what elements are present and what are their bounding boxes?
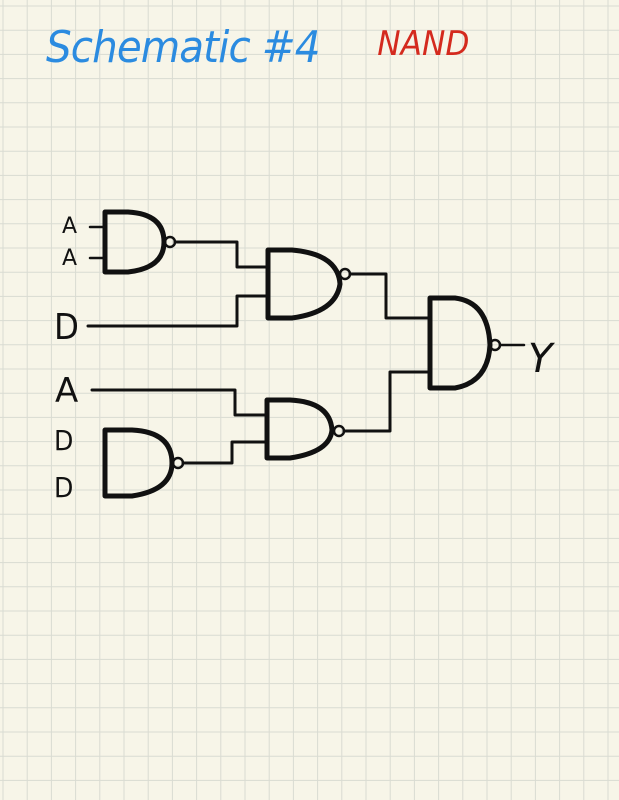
gate-type-label: NAND	[377, 24, 469, 64]
input-label-a2: A	[62, 246, 77, 271]
input-label-d2: D	[54, 425, 73, 458]
page-title: Schematic #4	[46, 21, 320, 72]
nand-gate-2	[265, 247, 352, 321]
input-label-a1: A	[62, 214, 77, 239]
input-label-d1: D	[54, 306, 79, 348]
nand-gate-4	[264, 397, 346, 461]
input-label-d3: D	[54, 472, 73, 505]
nand-gate-3	[102, 427, 185, 499]
nand-gate-1	[88, 209, 177, 275]
output-label-y: Y	[528, 336, 556, 382]
input-label-a3: A	[55, 371, 78, 411]
nand-gate-output	[427, 295, 526, 391]
wires	[86, 240, 432, 465]
